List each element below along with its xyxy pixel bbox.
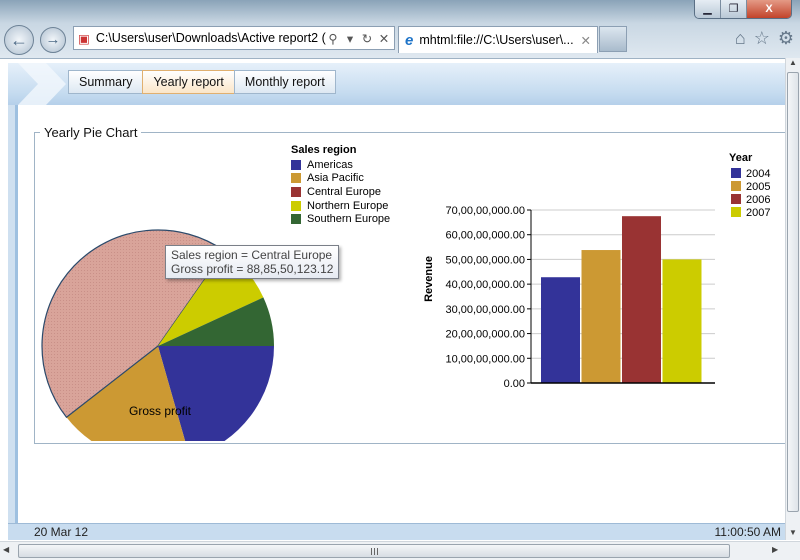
y-tick-label: 20,00,00,000.00 xyxy=(445,329,525,341)
browser-chrome: ▁ ❐ X ← → ▣ C:\Users\user\Downloads\Acti… xyxy=(0,0,800,58)
file-icon: ▣ xyxy=(78,31,90,46)
horizontal-scrollbar[interactable]: ◀ ▶ xyxy=(0,541,800,560)
refresh-icon[interactable]: ↻ xyxy=(361,31,373,46)
tooltip-line-value: Gross profit = 88,85,50,123.12 xyxy=(171,262,334,276)
tooltip-line-region: Sales region = Central Europe xyxy=(171,248,333,262)
bar-legend-label: 2006 xyxy=(746,194,770,206)
new-tab-button[interactable] xyxy=(599,26,627,52)
chart-group xyxy=(34,132,785,444)
pie-legend-title: Sales region xyxy=(291,144,357,156)
bar-legend-swatch xyxy=(731,168,741,178)
y-tick-label: 30,00,00,000.00 xyxy=(445,304,525,316)
pie-legend-item: Southern Europe xyxy=(291,212,390,226)
bar-2007[interactable] xyxy=(662,259,702,383)
bar-2006[interactable] xyxy=(622,216,661,383)
scroll-down-icon[interactable]: ▼ xyxy=(789,528,797,537)
window-controls: ▁ ❐ X xyxy=(694,0,792,19)
bar-legend-swatch xyxy=(731,194,741,204)
bar-legend-swatch xyxy=(731,207,741,217)
report-header: Summary Yearly report Monthly report xyxy=(8,63,785,105)
left-border xyxy=(8,105,18,523)
tooltip: Sales region = Central Europe Gross prof… xyxy=(165,245,340,279)
bar-2004[interactable] xyxy=(541,277,580,383)
bar-chart: 0.00 10,00,00,000.00 20,00,00,000.00 30,00,… xyxy=(423,152,770,390)
bar-legend-title: Year xyxy=(729,152,753,164)
vertical-scroll-thumb[interactable] xyxy=(787,72,799,512)
y-tick-label: 0.00 xyxy=(504,378,525,390)
pie-legend-item: Central Europe xyxy=(291,185,390,199)
pie-slice-americas[interactable] xyxy=(158,346,274,441)
legend-label: Northern Europe xyxy=(307,199,389,212)
close-button[interactable]: X xyxy=(747,0,791,18)
report-footer: 20 Mar 12 11:00:50 AM xyxy=(8,523,785,540)
grip-icon xyxy=(371,548,378,555)
forward-button[interactable]: → xyxy=(40,27,66,53)
legend-swatch xyxy=(291,214,301,225)
scroll-up-icon[interactable]: ▲ xyxy=(789,58,797,67)
footer-date: 20 Mar 12 xyxy=(34,525,89,539)
horizontal-scroll-thumb[interactable] xyxy=(18,544,730,558)
bar-legend-label: 2004 xyxy=(746,168,770,180)
legend-label: Americas xyxy=(307,158,353,171)
tab-monthly-report[interactable]: Monthly report xyxy=(233,70,336,94)
bar-legend-label: 2007 xyxy=(746,207,770,219)
y-axis-label: Revenue xyxy=(423,256,435,302)
favorites-star-icon[interactable]: ☆ xyxy=(753,28,770,48)
address-bar[interactable]: ▣ C:\Users\user\Downloads\Active report2… xyxy=(73,26,395,50)
legend-label: Asia Pacific xyxy=(307,172,364,185)
y-tick-label: 70,00,00,000.00 xyxy=(445,205,525,217)
y-tick-label: 40,00,00,000.00 xyxy=(445,279,525,291)
bar-2005[interactable] xyxy=(581,250,621,383)
y-tick-label: 60,00,00,000.00 xyxy=(445,230,525,242)
vertical-scrollbar[interactable]: ▲ ▼ xyxy=(785,58,800,540)
restore-button[interactable]: ❐ xyxy=(721,0,747,18)
pie-label: Gross profit xyxy=(129,404,192,418)
scroll-right-icon[interactable]: ▶ xyxy=(772,545,779,554)
pie-legend: Sales region Americas Asia Pacific Central… xyxy=(291,144,390,226)
back-button[interactable]: ← xyxy=(4,25,34,55)
legend-swatch xyxy=(291,173,301,184)
scroll-left-icon[interactable]: ◀ xyxy=(3,545,10,554)
tab-summary[interactable]: Summary xyxy=(68,70,144,94)
y-tick-label: 50,00,00,000.00 xyxy=(445,254,525,266)
tab-yearly-report[interactable]: Yearly report xyxy=(142,70,235,94)
legend-swatch xyxy=(291,186,301,197)
ie-icon: e xyxy=(405,31,414,49)
pie-legend-item: Northern Europe xyxy=(291,199,390,213)
legend-swatch xyxy=(291,159,301,170)
pie-chart: Gross profit xyxy=(41,229,274,441)
legend-label: Southern Europe xyxy=(307,213,391,226)
tab-title: mhtml:file://C:\Users\user\... xyxy=(419,33,574,47)
footer-time: 11:00:50 AM xyxy=(714,525,782,539)
address-text: C:\Users\user\Downloads\Active report2 (… xyxy=(95,31,326,45)
chevron-decoration-icon xyxy=(18,63,66,105)
y-tick-label: 10,00,00,000.00 xyxy=(445,353,525,365)
pie-legend-item: Asia Pacific xyxy=(291,172,390,186)
legend-swatch xyxy=(291,200,301,211)
legend-label: Central Europe xyxy=(307,185,381,198)
bar-legend-label: 2005 xyxy=(746,181,770,193)
gear-icon[interactable]: ⚙ xyxy=(777,28,794,48)
bar-legend-swatch xyxy=(731,181,741,191)
search-icon[interactable]: ⚲ xyxy=(328,31,338,46)
dropdown-icon[interactable]: ▾ xyxy=(346,31,354,46)
stop-icon[interactable]: ✕ xyxy=(378,31,390,46)
pie-slice-southern-europe[interactable] xyxy=(158,297,274,346)
close-tab-icon[interactable]: ✕ xyxy=(580,33,591,48)
section-title: Yearly Pie Chart xyxy=(40,125,142,140)
browser-tab[interactable]: e mhtml:file://C:\Users\user\... ✕ xyxy=(398,26,598,53)
minimize-button[interactable]: ▁ xyxy=(695,0,721,18)
pie-slice-asia-pacific[interactable] xyxy=(66,346,189,441)
pie-legend-item: Americas xyxy=(291,158,390,172)
home-icon[interactable]: ⌂ xyxy=(734,28,746,48)
report-page: Summary Yearly report Monthly report Yea… xyxy=(0,58,785,540)
